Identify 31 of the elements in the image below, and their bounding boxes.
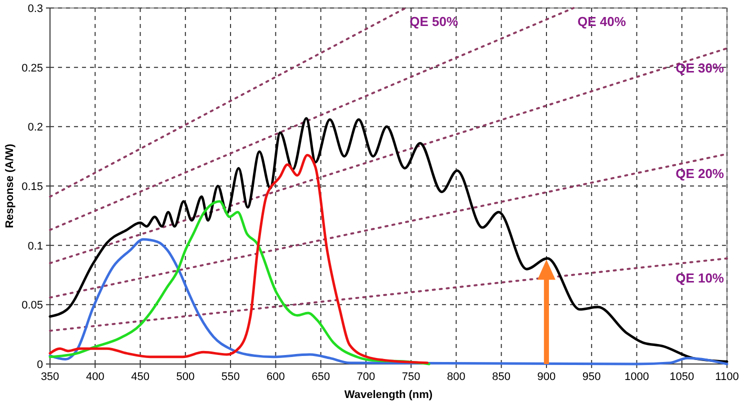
y-tick-label: 0.15 (22, 181, 43, 193)
y-tick-label: 0.3 (28, 3, 43, 15)
x-tick-label: 350 (40, 371, 60, 383)
x-axis-title: Wavelength (nm) (344, 389, 433, 401)
y-tick-label: 0.05 (22, 300, 43, 312)
series-label: QE 20% (676, 166, 724, 181)
x-tick-label: 500 (176, 371, 195, 383)
y-axis-title: Response (A/W) (4, 144, 16, 228)
x-tick-label: 550 (221, 371, 240, 383)
y-tick-label: 0 (36, 359, 43, 371)
series-label: QE 50% (410, 14, 459, 29)
x-tick-label: 700 (356, 371, 376, 383)
line-series (48, 154, 429, 364)
x-tick-label: 850 (492, 371, 511, 383)
x-tick-label: 450 (131, 371, 150, 383)
x-tick-label: 800 (447, 371, 466, 383)
x-tick-label: 750 (402, 371, 420, 383)
x-tick-label: 400 (86, 371, 104, 383)
x-tick-label: 1050 (670, 371, 694, 383)
x-tick-label: 1100 (715, 371, 739, 383)
x-tick-label: 1000 (624, 371, 649, 383)
series-label: QE 40% (578, 14, 626, 29)
x-tick-label: 950 (582, 371, 601, 383)
x-tick-label: 900 (537, 371, 556, 383)
y-tick-label: 0.2 (28, 122, 43, 134)
y-tick-label: 0.1 (28, 240, 43, 252)
x-tick-label: 600 (266, 371, 285, 383)
y-tick-label: 0.25 (22, 62, 43, 74)
series-label: QE 30% (676, 60, 724, 76)
series-label: QE 10% (676, 270, 724, 286)
x-tick-label: 650 (312, 371, 330, 383)
